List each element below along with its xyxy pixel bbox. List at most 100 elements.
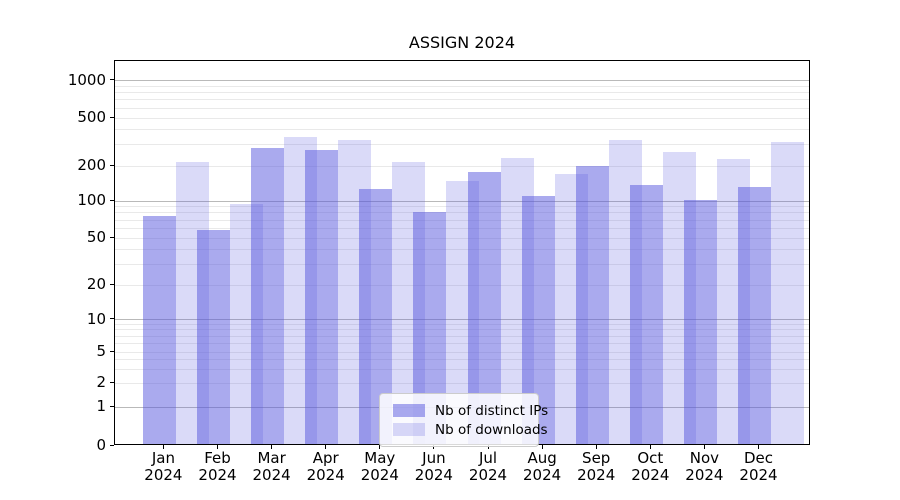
- x-tick-mark-aug: [541, 445, 543, 449]
- x-tick-year-apr: 2024: [306, 466, 345, 484]
- legend-label-downloads: Nb of downloads: [435, 421, 548, 438]
- bar-distinct-ips-sep: [575, 166, 609, 444]
- x-tick-mark-jul: [487, 445, 489, 449]
- x-tick-label-nov: Nov 2024: [668, 450, 740, 484]
- y-tick-mark-2: [110, 381, 114, 383]
- x-tick-mark-sep: [595, 445, 597, 449]
- y-tick-mark-50: [110, 236, 114, 238]
- x-tick-label-oct: Oct 2024: [614, 450, 686, 484]
- gridline-minor-600: [115, 107, 809, 109]
- x-tick-year-may: 2024: [360, 466, 399, 484]
- bar-downloads-sep: [608, 140, 642, 444]
- x-tick-mark-apr: [325, 445, 327, 449]
- x-tick-label-jan: Jan 2024: [127, 450, 199, 484]
- x-tick-year-nov: 2024: [685, 466, 724, 484]
- x-tick-mark-dec: [758, 445, 759, 449]
- bar-downloads-oct: [662, 151, 696, 444]
- x-tick-mark-jan: [162, 445, 164, 449]
- y-tick-mark-0: [110, 444, 114, 446]
- gridline-minor-3: [115, 368, 809, 370]
- bar-downloads-mar: [284, 137, 318, 444]
- legend-item-distinct-ips: Nb of distinct IPs: [393, 401, 548, 420]
- bar-downloads-feb: [230, 204, 263, 444]
- y-tick-mark-200: [110, 164, 114, 166]
- y-tick-label-2: 2: [96, 373, 106, 391]
- y-tick-label-20: 20: [86, 275, 106, 293]
- gridline-minor-800: [115, 92, 809, 94]
- x-tick-year-feb: 2024: [198, 466, 237, 484]
- x-tick-mark-oct: [649, 445, 651, 449]
- gridline-minor-700: [115, 99, 809, 101]
- gridline-minor-9: [115, 323, 809, 325]
- y-tick-label-0: 0: [96, 436, 106, 454]
- y-tick-mark-10: [110, 318, 114, 319]
- gridline-minor-50: [115, 237, 809, 239]
- chart-title: ASSIGN 2024: [408, 33, 516, 52]
- bar-distinct-ips-nov: [683, 200, 717, 444]
- bar-distinct-ips-oct: [629, 185, 663, 444]
- x-tick-year-dec: 2024: [739, 466, 778, 484]
- bar-distinct-ips-apr: [305, 150, 339, 444]
- gridline-minor-5: [115, 351, 809, 353]
- x-tick-year-jun: 2024: [414, 466, 453, 484]
- y-tick-mark-100: [110, 199, 114, 201]
- bar-distinct-ips-jan: [142, 216, 176, 444]
- y-tick-label-50: 50: [86, 228, 106, 246]
- legend-label-distinct-ips: Nb of distinct IPs: [435, 402, 549, 419]
- bar-distinct-ips-feb: [197, 230, 230, 444]
- bar-downloads-dec: [771, 142, 804, 444]
- gridline-minor-900: [115, 85, 809, 87]
- y-tick-mark-500: [110, 116, 114, 118]
- gridline-minor-300: [115, 144, 809, 146]
- legend-swatch-downloads: [393, 423, 425, 436]
- x-tick-label-feb: Feb 2024: [182, 450, 254, 484]
- bar-downloads-jan: [175, 162, 209, 444]
- plot-area: Nb of distinct IPs Nb of downloads: [114, 60, 810, 447]
- bar-distinct-ips-dec: [738, 186, 771, 444]
- gridline-minor-6: [115, 342, 809, 344]
- x-tick-year-aug: 2024: [523, 466, 562, 484]
- x-tick-mark-nov: [703, 445, 705, 449]
- bar-distinct-ips-mar: [251, 148, 285, 444]
- gridline-minor-90: [115, 206, 809, 208]
- gridline-minor-2: [115, 382, 809, 384]
- y-tick-label-1: 1: [96, 397, 106, 415]
- gridline-major-100: [115, 200, 809, 202]
- x-tick-label-dec: Dec 2024: [723, 450, 795, 484]
- gridline-minor-30: [115, 263, 809, 265]
- gridline-major-10: [115, 319, 809, 320]
- gridline-minor-70: [115, 219, 809, 221]
- y-tick-mark-1000: [110, 79, 114, 80]
- gridline-minor-400: [115, 129, 809, 131]
- y-tick-label-10: 10: [86, 309, 106, 328]
- gridline-minor-40: [115, 248, 809, 250]
- gridline-minor-60: [115, 227, 809, 229]
- x-tick-year-jul: 2024: [468, 466, 508, 484]
- y-tick-label-5: 5: [96, 342, 106, 360]
- gridline-minor-500: [115, 117, 809, 119]
- x-tick-label-sep: Sep 2024: [560, 450, 632, 484]
- x-tick-year-mar: 2024: [252, 466, 291, 484]
- legend-swatch-distinct-ips: [393, 404, 425, 417]
- y-tick-mark-1: [110, 405, 114, 407]
- y-tick-label-100: 100: [77, 191, 106, 209]
- y-tick-mark-5: [110, 350, 114, 352]
- gridline-minor-200: [115, 165, 809, 167]
- x-tick-label-jul: Jul 2024: [452, 450, 524, 484]
- gridline-minor-20: [115, 284, 809, 286]
- y-tick-mark-20: [110, 283, 114, 285]
- gridline-major-1000: [115, 80, 809, 81]
- x-tick-year-sep: 2024: [577, 466, 616, 484]
- y-tick-label-1000: 1000: [67, 70, 106, 89]
- bar-downloads-apr: [338, 139, 372, 444]
- gridline-minor-4: [115, 359, 809, 361]
- bar-downloads-aug: [554, 173, 588, 444]
- x-tick-mark-jun: [433, 445, 435, 449]
- x-tick-mark-may: [379, 445, 381, 449]
- gridline-minor-7: [115, 335, 809, 337]
- bar-downloads-nov: [716, 158, 750, 444]
- x-tick-mark-feb: [217, 445, 218, 449]
- x-tick-label-mar: Mar 2024: [236, 450, 308, 484]
- legend-item-downloads: Nb of downloads: [393, 420, 548, 439]
